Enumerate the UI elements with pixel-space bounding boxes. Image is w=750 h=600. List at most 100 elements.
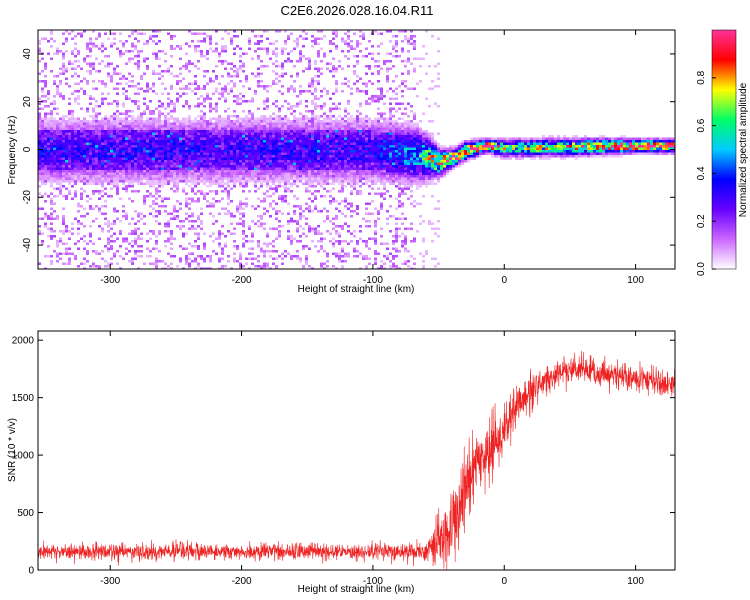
heatmap-cell [80,67,83,70]
heatmap-cell [305,147,308,150]
heatmap-cell [236,167,239,170]
heatmap-cell [110,245,113,248]
heatmap-cell [179,57,182,60]
heatmap-cell [275,190,278,193]
heatmap-cell [320,30,323,33]
heatmap-cell [323,180,326,183]
heatmap-cell [149,150,152,153]
heatmap-cell [287,35,290,38]
heatmap-cell [287,180,290,183]
heatmap-cell [338,235,341,238]
heatmap-cell [71,232,74,235]
heatmap-cell [113,157,116,160]
heatmap-cell [335,162,338,165]
heatmap-cell [299,90,302,93]
heatmap-cell [239,125,242,128]
heatmap-cell [143,175,146,178]
heatmap-cell [182,187,185,190]
heatmap-cell [233,252,236,255]
heatmap-cell [266,30,269,33]
heatmap-cell [275,267,278,269]
heatmap-cell [362,35,365,38]
heatmap-cell [167,142,170,145]
heatmap-cell [236,222,239,225]
heatmap-cell [242,65,245,68]
heatmap-cell [272,187,275,190]
heatmap-cell [56,137,59,140]
heatmap-cell [110,102,113,105]
heatmap-cell [245,52,248,55]
heatmap-cell [269,185,272,188]
heatmap-cell [215,145,218,148]
heatmap-cell [353,120,356,123]
heatmap-cell [137,175,140,178]
heatmap-cell [68,167,71,170]
heatmap-cell [353,155,356,158]
heatmap-cell [296,227,299,230]
heatmap-cell [92,242,95,245]
heatmap-cell [137,165,140,168]
heatmap-cell [200,135,203,138]
heatmap-cell [299,50,302,53]
heatmap-cell [41,232,44,235]
heatmap-cell [308,210,311,213]
heatmap-cell [149,112,152,115]
heatmap-cell [65,125,68,128]
heatmap-cell [128,137,131,140]
heatmap-cell [341,82,344,85]
heatmap-cell [119,230,122,233]
heatmap-cell [179,167,182,170]
heatmap-cell [326,132,329,135]
heatmap-cell [188,62,191,65]
heatmap-cell [341,255,344,258]
heatmap-cell [140,120,143,123]
heatmap-cell [71,155,74,158]
heatmap-cell [221,135,224,138]
heatmap-cell [233,35,236,38]
heatmap-cell [218,185,221,188]
heatmap-cell [296,220,299,223]
heatmap-cell [101,50,104,53]
heatmap-cell [191,197,194,200]
heatmap-cell [326,255,329,258]
heatmap-cell [212,137,215,140]
heatmap-cell [152,175,155,178]
heatmap-cell [38,50,41,53]
heatmap-cell [200,120,203,123]
heatmap-cell [38,262,41,265]
heatmap-cell [155,175,158,178]
heatmap-cell [239,255,242,258]
heatmap-cell [236,135,239,138]
heatmap-cell [116,117,119,120]
heatmap-cell [71,252,74,255]
heatmap-cell [296,165,299,168]
heatmap-cell [194,220,197,223]
heatmap-cell [119,122,122,125]
heatmap-cell [146,135,149,138]
heatmap-cell [242,165,245,168]
heatmap-cell [227,72,230,75]
heatmap-cell [218,170,221,173]
heatmap-cell [359,180,362,183]
heatmap-cell [332,162,335,165]
heatmap-cell [305,160,308,163]
heatmap-cell [251,165,254,168]
heatmap-cell [134,142,137,145]
heatmap-cell [113,137,116,140]
heatmap-cell [230,125,233,128]
heatmap-cell [173,182,176,185]
heatmap-cell [272,262,275,265]
heatmap-cell [185,150,188,153]
heatmap-cell [137,237,140,240]
heatmap-cell [299,162,302,165]
heatmap-cell [113,175,116,178]
heatmap-cell [80,122,83,125]
heatmap-cell [71,112,74,115]
heatmap-cell [362,175,365,178]
heatmap-cell [218,230,221,233]
heatmap-cell [248,87,251,90]
heatmap-cell [296,142,299,145]
heatmap-cell [89,95,92,98]
heatmap-cell [242,175,245,178]
heatmap-cell [122,205,125,208]
